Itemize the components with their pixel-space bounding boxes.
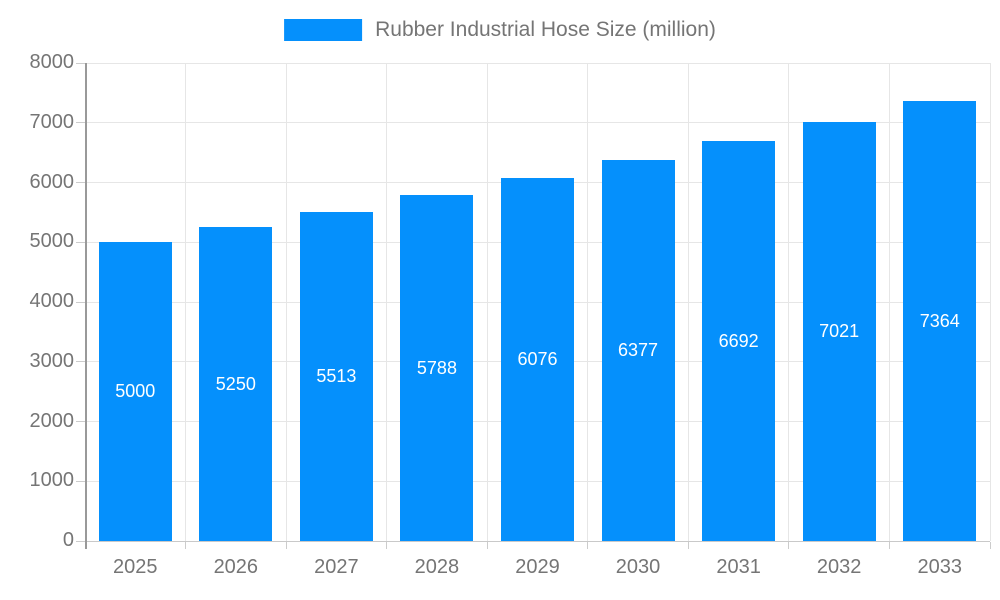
y-tick-label: 0 <box>62 529 74 551</box>
bar[interactable]: 7021 <box>802 121 876 541</box>
bar[interactable]: 6377 <box>601 159 675 541</box>
x-tick-label: 2031 <box>716 556 761 578</box>
y-grid-line <box>85 62 990 64</box>
bar-value-label: 6377 <box>618 339 659 360</box>
y-tick <box>76 421 85 422</box>
x-tick-label: 2032 <box>816 556 862 578</box>
y-tick-label: 6000 <box>29 170 75 193</box>
x-grid-line <box>989 63 991 541</box>
x-tick <box>687 542 689 549</box>
y-tick-label: 7000 <box>29 110 75 133</box>
plot-area: 5000 5250 5513 5788 6076 6377 6692 7021 7364 <box>76 62 991 549</box>
x-tick <box>888 542 890 549</box>
x-grid-line <box>386 63 388 541</box>
y-tick <box>76 480 85 482</box>
bar[interactable]: 7364 <box>903 101 977 541</box>
x-grid-line <box>687 63 689 541</box>
y-tick <box>76 540 85 542</box>
x-tick <box>486 542 488 549</box>
x-tick <box>185 542 187 549</box>
bar[interactable]: 6076 <box>501 177 574 541</box>
y-tick-label: 8000 <box>29 51 75 73</box>
x-grid-line <box>486 63 488 541</box>
x-grid-line <box>587 63 589 541</box>
x-tick-label: 2028 <box>414 556 460 578</box>
x-grid-line <box>888 63 890 541</box>
bar-value-label: 5513 <box>316 365 357 386</box>
bar[interactable]: 6692 <box>702 141 776 541</box>
y-tick <box>76 241 85 243</box>
x-tick-label: 2025 <box>113 556 158 578</box>
x-tick <box>989 542 991 549</box>
y-tick-label: 1000 <box>29 469 75 492</box>
y-tick-label: 2000 <box>29 409 75 432</box>
x-tick-label: 2030 <box>615 556 661 578</box>
y-tick-label: 5000 <box>29 230 75 253</box>
y-tick <box>76 182 85 183</box>
bar[interactable]: 5250 <box>199 227 273 541</box>
bar-value-label: 6692 <box>718 330 759 351</box>
x-grid-line <box>285 63 287 541</box>
y-tick <box>76 122 85 124</box>
bar[interactable]: 5788 <box>400 195 474 541</box>
y-tick <box>76 301 85 303</box>
x-tick <box>285 542 287 549</box>
y-axis-line <box>85 63 87 549</box>
bar-value-label: 5788 <box>416 357 457 378</box>
bar[interactable]: 5513 <box>299 211 373 541</box>
x-tick-label: 2029 <box>515 556 560 578</box>
x-grid-line <box>788 63 790 541</box>
bar-value-label: 7021 <box>819 320 860 341</box>
x-tick <box>788 542 790 549</box>
bar-value-label: 7364 <box>919 310 960 331</box>
y-tick <box>76 62 85 64</box>
legend-label: Rubber Industrial Hose Size (million) <box>375 18 716 41</box>
bar-value-label: 5000 <box>115 381 156 402</box>
bar[interactable]: 5000 <box>98 242 172 541</box>
y-tick-label: 3000 <box>29 349 75 372</box>
x-grid-line <box>185 63 187 541</box>
bar-value-label: 6076 <box>517 348 558 369</box>
x-tick <box>587 542 589 549</box>
x-tick-label: 2026 <box>213 556 259 578</box>
x-tick-label: 2033 <box>917 556 962 578</box>
y-tick-label: 4000 <box>29 290 75 312</box>
x-tick-label: 2027 <box>314 556 359 578</box>
y-grid-line <box>85 122 990 124</box>
x-tick <box>386 542 388 549</box>
bar-value-label: 5250 <box>215 373 256 394</box>
y-tick <box>76 361 85 363</box>
legend[interactable]: Rubber Industrial Hose Size (million) <box>284 18 716 42</box>
legend-swatch <box>284 19 363 41</box>
